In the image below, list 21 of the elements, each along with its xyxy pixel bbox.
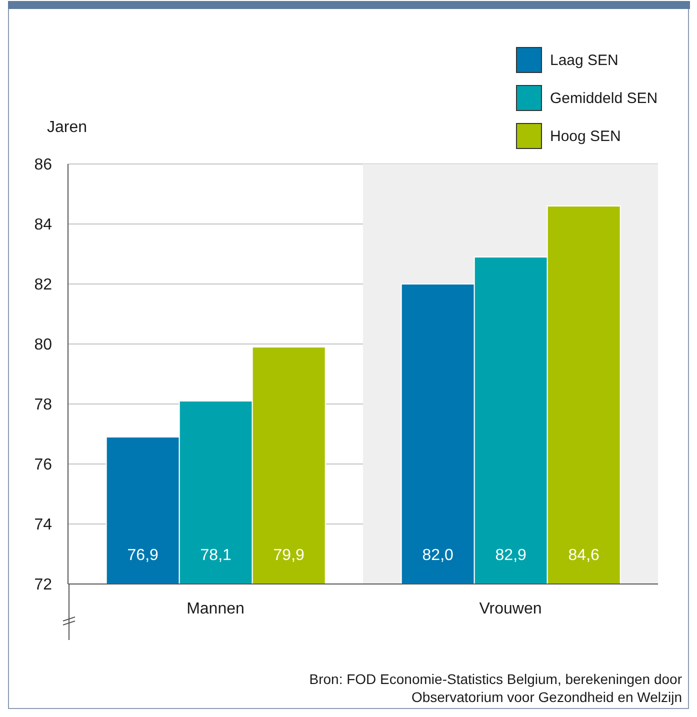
- data-label: 84,6: [568, 547, 600, 564]
- x-tick-label: Vrouwen: [479, 600, 542, 618]
- y-tick-label: 72: [34, 576, 52, 594]
- y-axis-title: Jaren: [47, 119, 88, 137]
- y-tick-label: 86: [34, 156, 52, 174]
- y-tick-label: 76: [34, 456, 52, 474]
- y-tick-label: 74: [34, 516, 52, 534]
- x-tick-label: Mannen: [186, 600, 244, 618]
- y-tick-label: 84: [34, 216, 52, 234]
- y-tick-label: 78: [34, 396, 52, 414]
- data-label: 78,1: [200, 547, 232, 564]
- data-label: 82,9: [495, 547, 527, 564]
- y-tick-label: 82: [34, 276, 52, 294]
- y-tick-label: 80: [34, 336, 52, 354]
- legend-label: Laag SEN: [550, 52, 618, 68]
- data-label: 76,9: [127, 547, 159, 564]
- legend-label: Hoog SEN: [550, 128, 621, 144]
- legend-label: Gemiddeld SEN: [550, 90, 658, 106]
- data-label: 82,0: [422, 547, 454, 564]
- data-label: 79,9: [273, 547, 305, 564]
- text: Bron: FOD Economie-Statistics Belgium, berekeningen door Observatorium voor Gezondheid en Welzijn: [308, 670, 682, 706]
